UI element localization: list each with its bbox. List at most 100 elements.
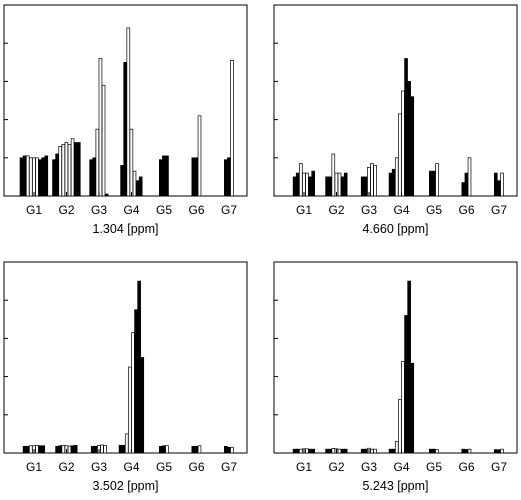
bar-g1-8 [41, 157, 46, 197]
bar-g1-6 [308, 448, 312, 454]
bar-g2-8 [73, 142, 78, 197]
bar-g1-7 [311, 448, 316, 454]
bar-g3-1 [360, 176, 365, 197]
bar-g2-2 [58, 445, 63, 454]
x-tick-label: G6 [458, 203, 474, 217]
x-tick-label: G1 [296, 203, 312, 217]
bar-g1-2 [295, 172, 300, 197]
x-tick-label: G3 [361, 203, 377, 217]
x-axis-label: 1.304 [ppm] [92, 222, 158, 236]
x-tick-label: G3 [361, 460, 377, 474]
bar-g4-2 [391, 448, 396, 454]
x-tick-label: G2 [58, 203, 74, 217]
bar-g2-6 [340, 176, 345, 197]
bar-g4-5 [401, 90, 405, 197]
bar-g4-6 [404, 315, 408, 454]
x-tick-label: G5 [156, 203, 172, 217]
bar-g5-1 [429, 170, 433, 197]
bar-g6-1 [461, 182, 466, 197]
bar-g2-5 [67, 445, 72, 454]
bar-g5-1 [159, 159, 163, 197]
bar-g1-6 [308, 176, 312, 197]
bar-g1-1 [292, 176, 297, 197]
bar-g4-4 [398, 399, 402, 454]
bar-g1-4 [29, 157, 33, 197]
x-tick-label: G1 [296, 460, 312, 474]
x-tick-label: G5 [426, 203, 442, 217]
bar-g4-6 [135, 180, 140, 197]
bar-g4-3 [394, 157, 399, 197]
bar-g7-1 [224, 445, 228, 454]
bar-g2-6 [70, 445, 75, 454]
bar-g2-5 [337, 448, 342, 454]
bar-g2-3 [61, 445, 66, 454]
bar-g2-7 [73, 445, 78, 454]
bar-g3-6 [104, 193, 109, 197]
bar-g2-6 [67, 144, 72, 197]
bar-g3-5 [103, 445, 107, 454]
bar-g3-1 [90, 445, 95, 454]
x-tick-label: G2 [328, 460, 344, 474]
bar-g2-9 [76, 142, 81, 197]
bar-g1-6 [35, 157, 39, 197]
bar-g3-3 [367, 167, 371, 197]
bar-g4-5 [401, 360, 405, 454]
bar-g2-2 [328, 448, 333, 454]
x-tick-label: G4 [123, 460, 139, 474]
bar-g7-1 [224, 159, 228, 197]
bar-g1-2 [25, 445, 30, 454]
bar-g7-1 [494, 172, 498, 197]
bar-g1-5 [305, 448, 309, 454]
bar-g4-7 [137, 280, 141, 454]
bar-g1-1 [22, 445, 27, 454]
bar-g1-3 [299, 448, 303, 454]
bar-g6-1 [191, 445, 196, 454]
bar-g1-7 [38, 159, 42, 197]
bar-g4-7 [407, 81, 411, 197]
bar-g4-4 [398, 113, 402, 197]
bar-g1-1 [19, 157, 24, 197]
x-axis-label: 3.502 [ppm] [92, 479, 158, 493]
bar-g3-2 [364, 448, 368, 454]
plot-frame [3, 261, 248, 454]
bar-g6-3 [467, 448, 472, 454]
bar-g5-3 [165, 155, 169, 197]
x-tick-label: G5 [426, 460, 442, 474]
bar-g4-1 [120, 165, 124, 197]
bar-g2-1 [325, 176, 329, 197]
bar-g1-2 [295, 448, 300, 454]
chart-panel-4: G1 G2 G3 G4 G5 G6 G7 5.243 [ppm] [273, 261, 518, 493]
bar-g7-3 [230, 60, 234, 197]
x-tick-label: G7 [491, 460, 507, 474]
bar-g6-2 [194, 157, 199, 197]
bar-g2-2 [55, 153, 59, 197]
bar-g5-3 [435, 449, 439, 454]
bar-g6-1 [191, 157, 196, 197]
plot-frame [273, 261, 518, 454]
bar-g4-1 [388, 448, 393, 454]
bar-g1-3 [29, 445, 33, 454]
bar-g4-7 [138, 176, 143, 197]
chart-panel-3: G1 G2 G3 G4 G5 G6 G7 3.502 [ppm] [3, 261, 248, 493]
bar-g7-3 [500, 172, 504, 197]
bar-g5-1 [429, 448, 433, 454]
bar-g3-4 [98, 58, 103, 197]
bar-g4-8 [410, 362, 415, 454]
bar-g2-6 [340, 448, 345, 454]
bar-g2-1 [55, 445, 59, 454]
bar-g1-3 [25, 155, 30, 197]
bar-g4-6 [404, 58, 408, 197]
chart-panel-2: G1 G2 G3 G4 G5 G6 G7 4.660 [ppm] [273, 4, 518, 236]
x-tick-label: G6 [458, 460, 474, 474]
x-axis-label: 5.243 [ppm] [362, 479, 428, 493]
x-tick-label: G2 [328, 203, 344, 217]
bar-g5-2 [162, 155, 166, 197]
bar-g7-3 [230, 446, 234, 454]
bar-g4-8 [140, 357, 145, 454]
bar-g7-3 [500, 448, 504, 454]
bar-g3-2 [93, 445, 98, 454]
bar-g4-3 [126, 27, 131, 197]
bar-g2-3 [58, 145, 63, 197]
bar-g2-7 [343, 448, 348, 454]
bar-g4-2 [123, 61, 128, 197]
